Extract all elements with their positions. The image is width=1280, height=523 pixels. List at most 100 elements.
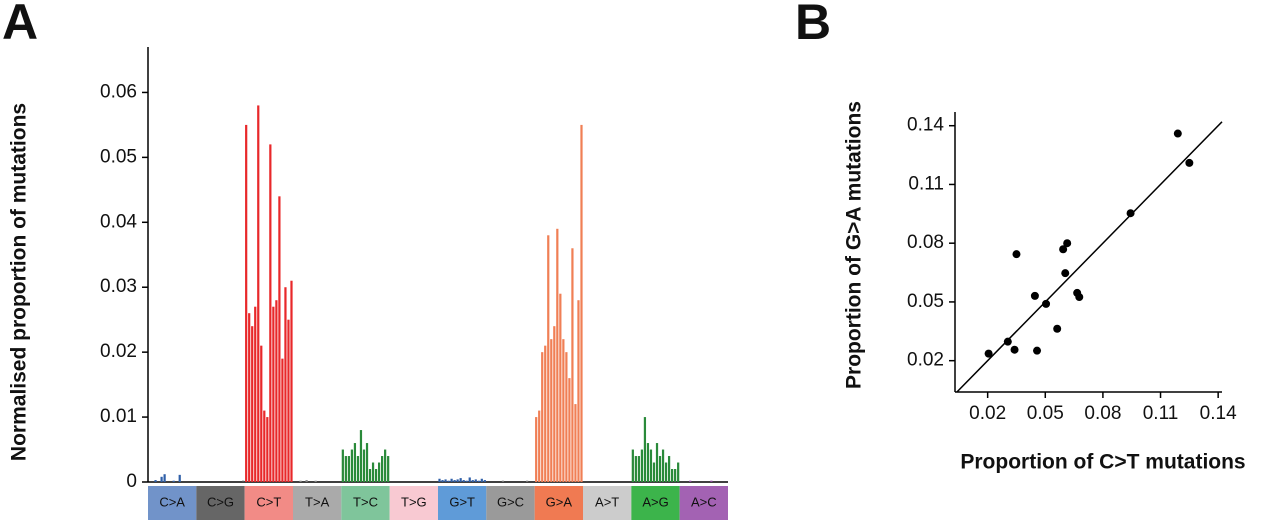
bar: [646, 443, 650, 482]
bar: [447, 480, 450, 482]
bar: [371, 462, 375, 482]
bar: [547, 235, 550, 482]
bar: [387, 456, 390, 482]
bar: [172, 480, 175, 482]
bar: [269, 144, 272, 482]
bar: [341, 449, 344, 482]
y-tick-label: 0.02: [907, 350, 944, 371]
category-box: [293, 486, 342, 520]
bar: [571, 248, 574, 482]
bar: [471, 480, 474, 482]
bar: [538, 410, 541, 482]
y-tick-label: 0.01: [100, 406, 137, 427]
bar: [661, 449, 665, 482]
category-label: C>G: [207, 494, 234, 509]
y-tick-label: 0.03: [100, 276, 137, 297]
category-box: [341, 486, 390, 520]
bar: [284, 287, 287, 482]
point: [1126, 209, 1135, 218]
bar: [347, 456, 350, 482]
bar: [257, 105, 260, 483]
y-tick-label: 0.06: [100, 81, 137, 102]
bar: [281, 358, 284, 482]
bar: [178, 474, 181, 482]
bar: [163, 474, 166, 482]
category-label: A>G: [642, 494, 668, 509]
bar: [353, 443, 357, 482]
y-tick-label: 0.14: [907, 115, 944, 136]
point: [1053, 324, 1062, 333]
bar: [689, 480, 692, 482]
x-tick-label: 0.11: [1143, 403, 1179, 424]
bar: [658, 456, 662, 482]
point: [1185, 158, 1194, 167]
category-box: [244, 486, 293, 520]
bar: [266, 417, 269, 482]
bar: [559, 293, 562, 482]
bar: [263, 410, 266, 482]
bar: [314, 480, 317, 482]
bar: [359, 430, 363, 482]
point: [1061, 269, 1070, 278]
panel-letter: B: [795, 0, 831, 50]
category-box: [486, 486, 535, 520]
bar: [368, 469, 372, 482]
y-tick-label: 0.02: [100, 341, 137, 362]
point: [1010, 345, 1019, 354]
bar: [350, 449, 354, 482]
bar: [365, 443, 369, 482]
bar: [287, 319, 290, 482]
y-tick-label: 0.04: [100, 211, 137, 232]
bar: [677, 462, 680, 482]
x-tick-label: 0.05: [1027, 403, 1064, 424]
bar: [453, 480, 456, 482]
point: [1030, 291, 1039, 300]
point: [1003, 337, 1012, 346]
bar: [637, 456, 640, 482]
bar: [465, 480, 468, 482]
x-axis-label: Proportion of C>T mutations: [960, 451, 1245, 474]
bar: [550, 339, 553, 482]
bar: [649, 449, 653, 482]
bar: [634, 456, 637, 482]
bar: [480, 478, 483, 482]
x-tick-label: 0.08: [1084, 403, 1121, 424]
point: [1042, 299, 1051, 308]
bar: [362, 449, 366, 482]
bar: [299, 480, 302, 482]
bar: [565, 352, 568, 482]
bar: [631, 449, 634, 482]
bar: [248, 313, 251, 482]
x-tick-label: 0.14: [1200, 403, 1237, 424]
category-box: [148, 486, 197, 520]
category-label: T>C: [353, 494, 378, 509]
x-tick-label: 0.02: [969, 403, 1006, 424]
bar: [245, 124, 248, 482]
y-axis-label: Normalised proportion of mutations: [8, 103, 31, 461]
category-label: C>A: [159, 494, 185, 509]
bar: [450, 478, 453, 482]
category-box: [679, 486, 728, 520]
bar: [242, 480, 245, 482]
identity-line: [956, 121, 1223, 393]
bar: [574, 404, 577, 482]
y-tick-label: 0.05: [100, 146, 137, 167]
category-box: [583, 486, 632, 520]
bar: [468, 477, 471, 482]
point: [1063, 239, 1072, 248]
point: [984, 349, 993, 358]
point: [1075, 293, 1084, 302]
bar: [160, 476, 163, 482]
bar: [254, 306, 257, 482]
bar: [556, 228, 559, 482]
category-label: G>C: [497, 494, 524, 509]
category-box: [534, 486, 583, 520]
bar: [441, 480, 444, 482]
bar: [377, 462, 381, 482]
category-box: [438, 486, 487, 520]
bar: [535, 417, 538, 482]
bar: [562, 339, 565, 482]
bar: [643, 417, 647, 482]
bar: [483, 480, 486, 482]
